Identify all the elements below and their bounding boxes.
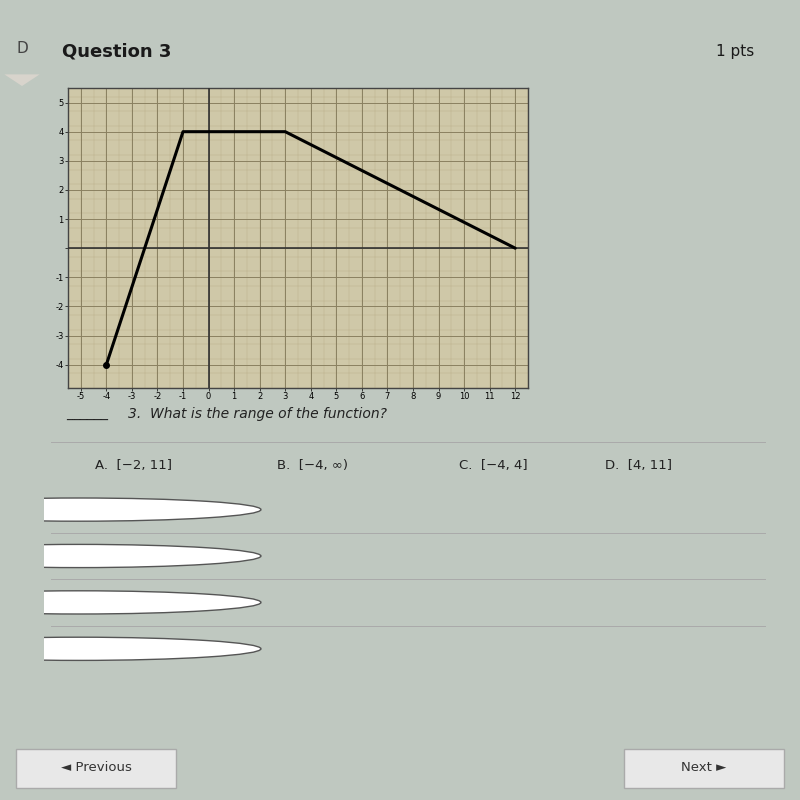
Circle shape xyxy=(0,544,261,568)
Text: A.  [−2, 11]: A. [−2, 11] xyxy=(95,458,172,472)
Text: Next ►: Next ► xyxy=(682,761,726,774)
Text: C: C xyxy=(106,595,117,610)
Circle shape xyxy=(0,590,261,614)
Circle shape xyxy=(0,498,261,522)
FancyBboxPatch shape xyxy=(624,749,784,788)
FancyBboxPatch shape xyxy=(16,749,176,788)
Text: B: B xyxy=(106,549,116,563)
Polygon shape xyxy=(5,74,40,86)
Circle shape xyxy=(0,637,261,661)
Text: 1 pts: 1 pts xyxy=(715,44,754,58)
Text: Question 3: Question 3 xyxy=(62,42,171,60)
Text: A: A xyxy=(106,502,116,517)
Text: ______: ______ xyxy=(66,406,108,421)
Text: 3.  What is the range of the function?: 3. What is the range of the function? xyxy=(128,406,386,421)
Text: ◄ Previous: ◄ Previous xyxy=(61,761,131,774)
Text: B.  [−4, ∞): B. [−4, ∞) xyxy=(277,458,348,472)
Text: D: D xyxy=(106,642,118,656)
Text: D: D xyxy=(16,42,28,56)
Text: C.  [−4, 4]: C. [−4, 4] xyxy=(459,458,527,472)
Text: D.  [4, 11]: D. [4, 11] xyxy=(605,458,671,472)
